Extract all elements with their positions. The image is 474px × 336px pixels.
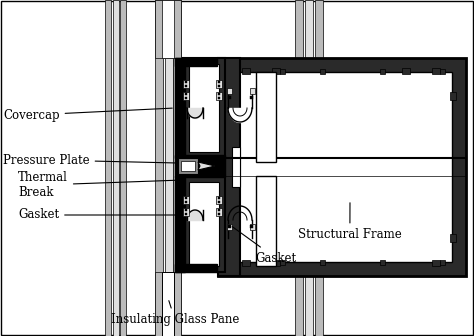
Text: Covercap: Covercap bbox=[3, 108, 172, 122]
Bar bbox=[185, 81, 187, 83]
Bar bbox=[185, 97, 187, 99]
Bar bbox=[432, 68, 440, 74]
Polygon shape bbox=[198, 162, 215, 170]
Bar bbox=[183, 80, 189, 88]
Text: Insulating Glass Pane: Insulating Glass Pane bbox=[111, 301, 239, 327]
Bar bbox=[250, 225, 253, 228]
Bar bbox=[216, 92, 222, 100]
Bar bbox=[380, 69, 385, 74]
Bar bbox=[120, 0, 126, 336]
Bar bbox=[175, 155, 225, 177]
Bar bbox=[218, 58, 240, 276]
Bar bbox=[218, 58, 466, 276]
Bar bbox=[440, 69, 445, 74]
Bar bbox=[113, 0, 119, 336]
Bar bbox=[242, 68, 250, 74]
Bar bbox=[450, 234, 456, 242]
Bar bbox=[227, 224, 232, 230]
Text: Gasket: Gasket bbox=[232, 226, 296, 264]
Bar bbox=[218, 197, 220, 199]
Bar bbox=[183, 196, 189, 204]
Bar bbox=[242, 260, 250, 266]
Bar bbox=[173, 0, 181, 336]
Bar bbox=[250, 96, 253, 99]
Bar bbox=[216, 208, 222, 216]
Bar bbox=[450, 92, 456, 100]
Bar bbox=[320, 69, 325, 74]
Bar bbox=[228, 225, 231, 228]
Bar bbox=[155, 0, 163, 336]
Bar bbox=[216, 80, 222, 88]
Bar bbox=[280, 69, 285, 74]
Bar bbox=[218, 81, 220, 83]
Bar bbox=[185, 197, 187, 199]
Bar bbox=[227, 88, 232, 94]
Bar bbox=[105, 0, 111, 336]
Bar bbox=[175, 58, 217, 66]
Bar bbox=[183, 208, 189, 216]
Bar bbox=[402, 68, 410, 74]
Bar bbox=[432, 260, 440, 266]
Bar bbox=[228, 96, 231, 99]
Bar bbox=[218, 85, 220, 87]
Bar bbox=[185, 213, 187, 215]
Bar bbox=[232, 72, 452, 262]
Bar bbox=[175, 58, 185, 158]
Bar bbox=[440, 260, 445, 265]
Bar bbox=[256, 176, 276, 266]
Bar bbox=[181, 161, 195, 171]
Bar bbox=[250, 224, 255, 230]
Bar bbox=[218, 93, 220, 95]
Bar bbox=[185, 85, 187, 87]
Text: Thermal
Break: Thermal Break bbox=[18, 171, 180, 199]
Bar bbox=[183, 176, 225, 272]
Bar bbox=[320, 260, 325, 265]
Bar bbox=[185, 209, 187, 211]
Bar bbox=[218, 213, 220, 215]
Bar bbox=[218, 201, 220, 203]
Bar bbox=[189, 64, 219, 152]
Bar bbox=[175, 264, 217, 272]
Bar bbox=[305, 0, 313, 336]
Bar bbox=[189, 182, 219, 266]
Text: Structural Frame: Structural Frame bbox=[298, 203, 402, 242]
Bar bbox=[165, 0, 173, 336]
Bar bbox=[155, 272, 181, 336]
Text: Gasket: Gasket bbox=[18, 209, 178, 221]
Bar bbox=[218, 97, 220, 99]
Bar bbox=[250, 88, 255, 94]
Bar bbox=[155, 0, 181, 58]
Text: Pressure Plate: Pressure Plate bbox=[3, 154, 175, 167]
Bar bbox=[256, 72, 276, 162]
Bar bbox=[178, 158, 198, 174]
Bar bbox=[280, 260, 285, 265]
Bar bbox=[183, 58, 225, 158]
Bar bbox=[183, 92, 189, 100]
Bar bbox=[232, 147, 240, 187]
Bar bbox=[185, 93, 187, 95]
Bar bbox=[315, 0, 323, 336]
Bar bbox=[162, 0, 174, 58]
Bar bbox=[380, 260, 385, 265]
Bar bbox=[272, 260, 280, 266]
Bar bbox=[216, 196, 222, 204]
Bar bbox=[272, 68, 280, 74]
Bar bbox=[175, 176, 185, 272]
Bar bbox=[218, 209, 220, 211]
Bar bbox=[162, 272, 174, 336]
Bar bbox=[185, 201, 187, 203]
Bar bbox=[295, 0, 303, 336]
